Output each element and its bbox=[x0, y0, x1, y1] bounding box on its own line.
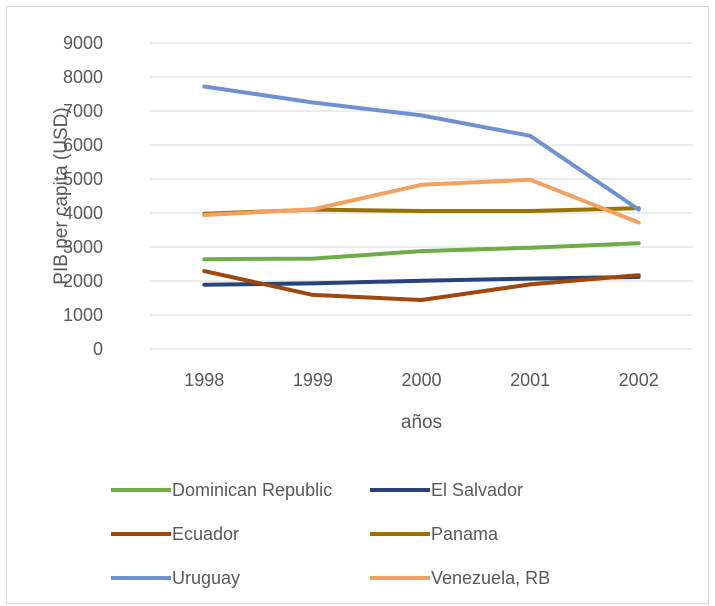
legend-label: Uruguay bbox=[172, 568, 240, 588]
y-tick-label: 9000 bbox=[63, 33, 103, 53]
legend-label: Venezuela, RB bbox=[431, 568, 550, 588]
chart-frame bbox=[6, 6, 709, 604]
series-line bbox=[202, 241, 641, 262]
y-tick-label: 1000 bbox=[63, 305, 103, 325]
y-tick-label: 0 bbox=[93, 339, 103, 359]
y-tick-label: 4000 bbox=[63, 203, 103, 223]
y-tick-label: 8000 bbox=[63, 67, 103, 87]
x-tick-label: 1998 bbox=[184, 370, 224, 390]
y-tick-label: 7000 bbox=[63, 101, 103, 121]
x-tick-label: 2002 bbox=[619, 370, 659, 390]
y-tick-label: 5000 bbox=[63, 169, 103, 189]
y-tick-label: 3000 bbox=[63, 237, 103, 257]
legend-label: Ecuador bbox=[172, 524, 239, 544]
y-tick-label: 2000 bbox=[63, 271, 103, 291]
series-line bbox=[202, 84, 641, 212]
x-tick-label: 2000 bbox=[401, 370, 441, 390]
y-tick-label: 6000 bbox=[63, 135, 103, 155]
legend-label: Dominican Republic bbox=[172, 480, 332, 500]
series-line bbox=[202, 274, 641, 287]
legend-label: El Salvador bbox=[431, 480, 523, 500]
gridlines bbox=[150, 42, 693, 350]
x-axis-title: años bbox=[401, 412, 442, 433]
x-tick-label: 1999 bbox=[293, 370, 333, 390]
series-line bbox=[202, 269, 641, 302]
y-axis-title: PIB per capita (USD) bbox=[51, 107, 72, 284]
x-tick-label: 2001 bbox=[510, 370, 550, 390]
legend-label: Panama bbox=[431, 524, 499, 544]
series-line bbox=[202, 177, 641, 225]
